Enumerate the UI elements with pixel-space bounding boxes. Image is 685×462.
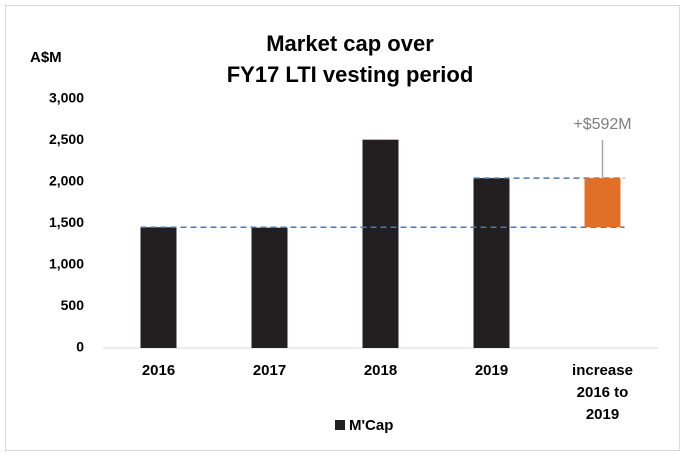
x-tick-box: 2017 xyxy=(252,362,287,379)
y-tick-label: 3,000 xyxy=(49,90,84,106)
x-tick-box: increase 2016 to 2019 xyxy=(572,362,633,423)
y-tick-label: 2,500 xyxy=(49,131,84,147)
bar xyxy=(140,227,177,348)
x-tick-label: 2017 xyxy=(252,362,287,379)
y-tick-label: 0 xyxy=(76,339,84,355)
legend-label: M'Cap xyxy=(349,417,393,434)
y-axis-label: A$M xyxy=(30,49,62,66)
x-tick-box: 2018 xyxy=(363,362,398,379)
bar xyxy=(362,139,399,348)
bar xyxy=(251,227,288,348)
y-tick-label: 2,000 xyxy=(49,173,84,189)
x-tick-label: increase 2016 to 2019 xyxy=(572,362,633,423)
x-tick-box: 2019 xyxy=(474,362,509,379)
y-tick-label: 1,500 xyxy=(49,214,84,230)
chart-frame xyxy=(5,5,680,451)
y-tick-label: 1,000 xyxy=(49,256,84,272)
title-box: Market cap over FY17 LTI vesting period xyxy=(226,31,474,87)
x-tick-label: 2019 xyxy=(474,362,509,379)
increase-label: +$592M xyxy=(573,116,631,133)
x-tick-label: 2016 xyxy=(141,362,176,379)
y-tick-label: 500 xyxy=(61,297,85,313)
x-tick-box: 2016 xyxy=(141,362,176,379)
legend-swatch xyxy=(335,420,345,430)
x-tick-label: 2018 xyxy=(363,362,398,379)
bar xyxy=(473,178,510,348)
chart-title: Market cap over FY17 LTI vesting period xyxy=(226,31,474,87)
increase-bar xyxy=(584,178,621,228)
